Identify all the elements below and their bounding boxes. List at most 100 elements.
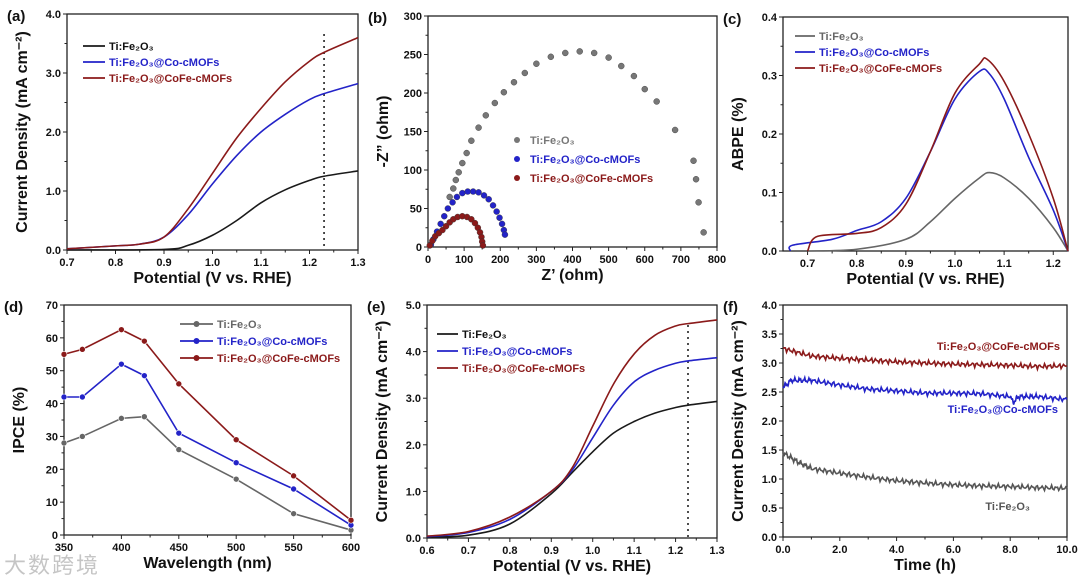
series-line (66, 170, 359, 251)
x-tick-label: 1.1 (253, 257, 268, 269)
data-point (671, 126, 679, 134)
legend-label: Ti:Fe₂O₃ (819, 31, 864, 43)
legend-label: Ti:Fe₂O₃ (217, 319, 262, 331)
x-axis-label: Wavelength (nm) (143, 555, 271, 572)
x-tick-label: 0.6 (419, 545, 434, 557)
legend-entry: Ti:Fe₂O₃ (985, 501, 1030, 513)
y-tick-label: 2.0 (406, 440, 421, 452)
data-point (429, 237, 436, 245)
x-tick-label: 500 (599, 254, 617, 266)
data-point (290, 485, 297, 493)
legend-marker (193, 355, 200, 361)
data-point (692, 176, 700, 183)
data-point (79, 433, 86, 440)
y-axis-label: Current Density (mA cm⁻²) (14, 31, 31, 233)
data-point (141, 413, 148, 421)
series-line (782, 450, 1068, 493)
series-line (426, 400, 718, 538)
y-tick-label: 20 (46, 464, 58, 476)
data-point (437, 220, 444, 228)
x-tick-label: 500 (227, 542, 245, 554)
data-point (175, 429, 183, 437)
series-line (782, 374, 1068, 405)
panel-a: 0.7 0.8 0.9 1.0 1.1 1.2 1.3 0.0 1.0 2.0 3.0 4.0 Pote… (7, 8, 366, 287)
data-point (232, 459, 240, 467)
series-1 (426, 356, 718, 538)
x-tick-label: 0.0 (775, 544, 790, 556)
data-point (175, 380, 183, 388)
x-tick-label: 0.9 (156, 257, 171, 269)
data-point (455, 169, 462, 176)
data-point (469, 188, 477, 195)
x-tick-label: 6.0 (946, 544, 961, 556)
x-tick-label: 0.8 (849, 258, 864, 270)
data-point (547, 53, 555, 61)
y-tick-label: 10 (46, 497, 58, 509)
legend-entry: Ti:Fe₂O₃ (83, 41, 154, 53)
y-tick-label: 70 (46, 300, 58, 312)
x-axis-label: Potential (V vs. RHE) (846, 271, 1004, 288)
y-tick-label: 4.0 (406, 347, 421, 359)
data-point (459, 159, 466, 167)
x-tick-label: 0.7 (800, 258, 815, 270)
x-tick-label: 0 (425, 254, 431, 266)
panel-c: 0.7 0.8 0.9 1.0 1.1 1.2 0.0 0.1 0.2 0.3 0.4 Potenti… (723, 11, 1069, 288)
x-axis-label: Potential (V vs. RHE) (133, 270, 291, 287)
legend-marker (514, 156, 520, 162)
data-point (653, 98, 660, 105)
series-2 (426, 319, 718, 537)
legend-entry: Ti:Fe₂O₃@CoFe-cMOFs (437, 363, 585, 375)
x-tick-label: 8.0 (1003, 544, 1018, 556)
series-line (788, 68, 1069, 252)
y-tick-label: 0.0 (406, 533, 421, 545)
y-tick-label: 0.0 (762, 246, 777, 258)
data-point (446, 193, 453, 201)
data-point (641, 85, 648, 93)
data-point (290, 510, 297, 517)
panel-label: (a) (7, 8, 25, 25)
legend-label: Ti:Fe₂O₃@CoFe-cMOFs (109, 73, 232, 85)
y-tick-label: 2.0 (762, 416, 777, 428)
x-tick-label: 1.0 (585, 545, 600, 557)
data-point (618, 62, 625, 70)
y-tick-label: 5.0 (406, 300, 421, 312)
data-point (485, 196, 492, 203)
y-tick-label: 4.0 (46, 9, 61, 21)
series-2 (806, 57, 1069, 252)
y-tick-label: 3.0 (762, 358, 777, 370)
panel-d: 350 400 450 500 550 600 0 10 20 30 40 50 60 70 Wavelen… (4, 299, 360, 572)
x-tick-label: 0.7 (461, 545, 476, 557)
data-point (450, 185, 457, 192)
panel-label: (b) (368, 10, 387, 27)
data-point (480, 192, 488, 199)
y-tick-label: 40 (46, 399, 58, 411)
x-tick-label: 600 (636, 254, 654, 266)
legend-label: Ti:Fe₂O₃@CoFe-cMOFs (530, 173, 653, 185)
panel-label: (e) (367, 299, 385, 316)
panel-f: 0.0 2.0 4.0 6.0 8.0 10.0 0.0 0.5 1.0 1.5 2.0 2.5 3.0… (723, 299, 1078, 574)
data-point (459, 189, 466, 197)
legend-label: Ti:Fe₂O₃@Co-cMOFs (819, 47, 929, 59)
series-2 (782, 450, 1068, 493)
data-point (60, 393, 68, 401)
y-tick-label: 2.5 (762, 387, 777, 399)
legend-entry: Ti:Fe₂O₃@CoFe-cMOFs (937, 341, 1060, 353)
y-axis-label: IPCE (%) (11, 387, 28, 454)
data-point (510, 79, 518, 86)
y-tick-label: 0.0 (762, 532, 777, 544)
y-tick-label: 0.4 (762, 12, 778, 24)
series-0 (446, 48, 707, 236)
y-tick-label: 2.0 (46, 127, 61, 139)
legend-entry: Ti:Fe₂O₃ (437, 329, 507, 341)
panel-label: (c) (723, 11, 741, 28)
legend-entry: Ti:Fe₂O₃@Co-cMOFs (83, 57, 219, 69)
y-tick-label: 3.0 (46, 68, 61, 80)
series-line (64, 363, 352, 526)
data-point (521, 69, 529, 77)
legend-entry: Ti:Fe₂O₃@Co-cMOFs (437, 346, 572, 358)
x-axis-label: Potential (V vs. RHE) (493, 558, 651, 575)
legend-entry: Ti:Fe₂O₃@Co-cMOFs (514, 154, 640, 166)
data-point (562, 49, 569, 57)
x-axis-label: Time (h) (894, 557, 956, 574)
data-point (695, 199, 702, 206)
